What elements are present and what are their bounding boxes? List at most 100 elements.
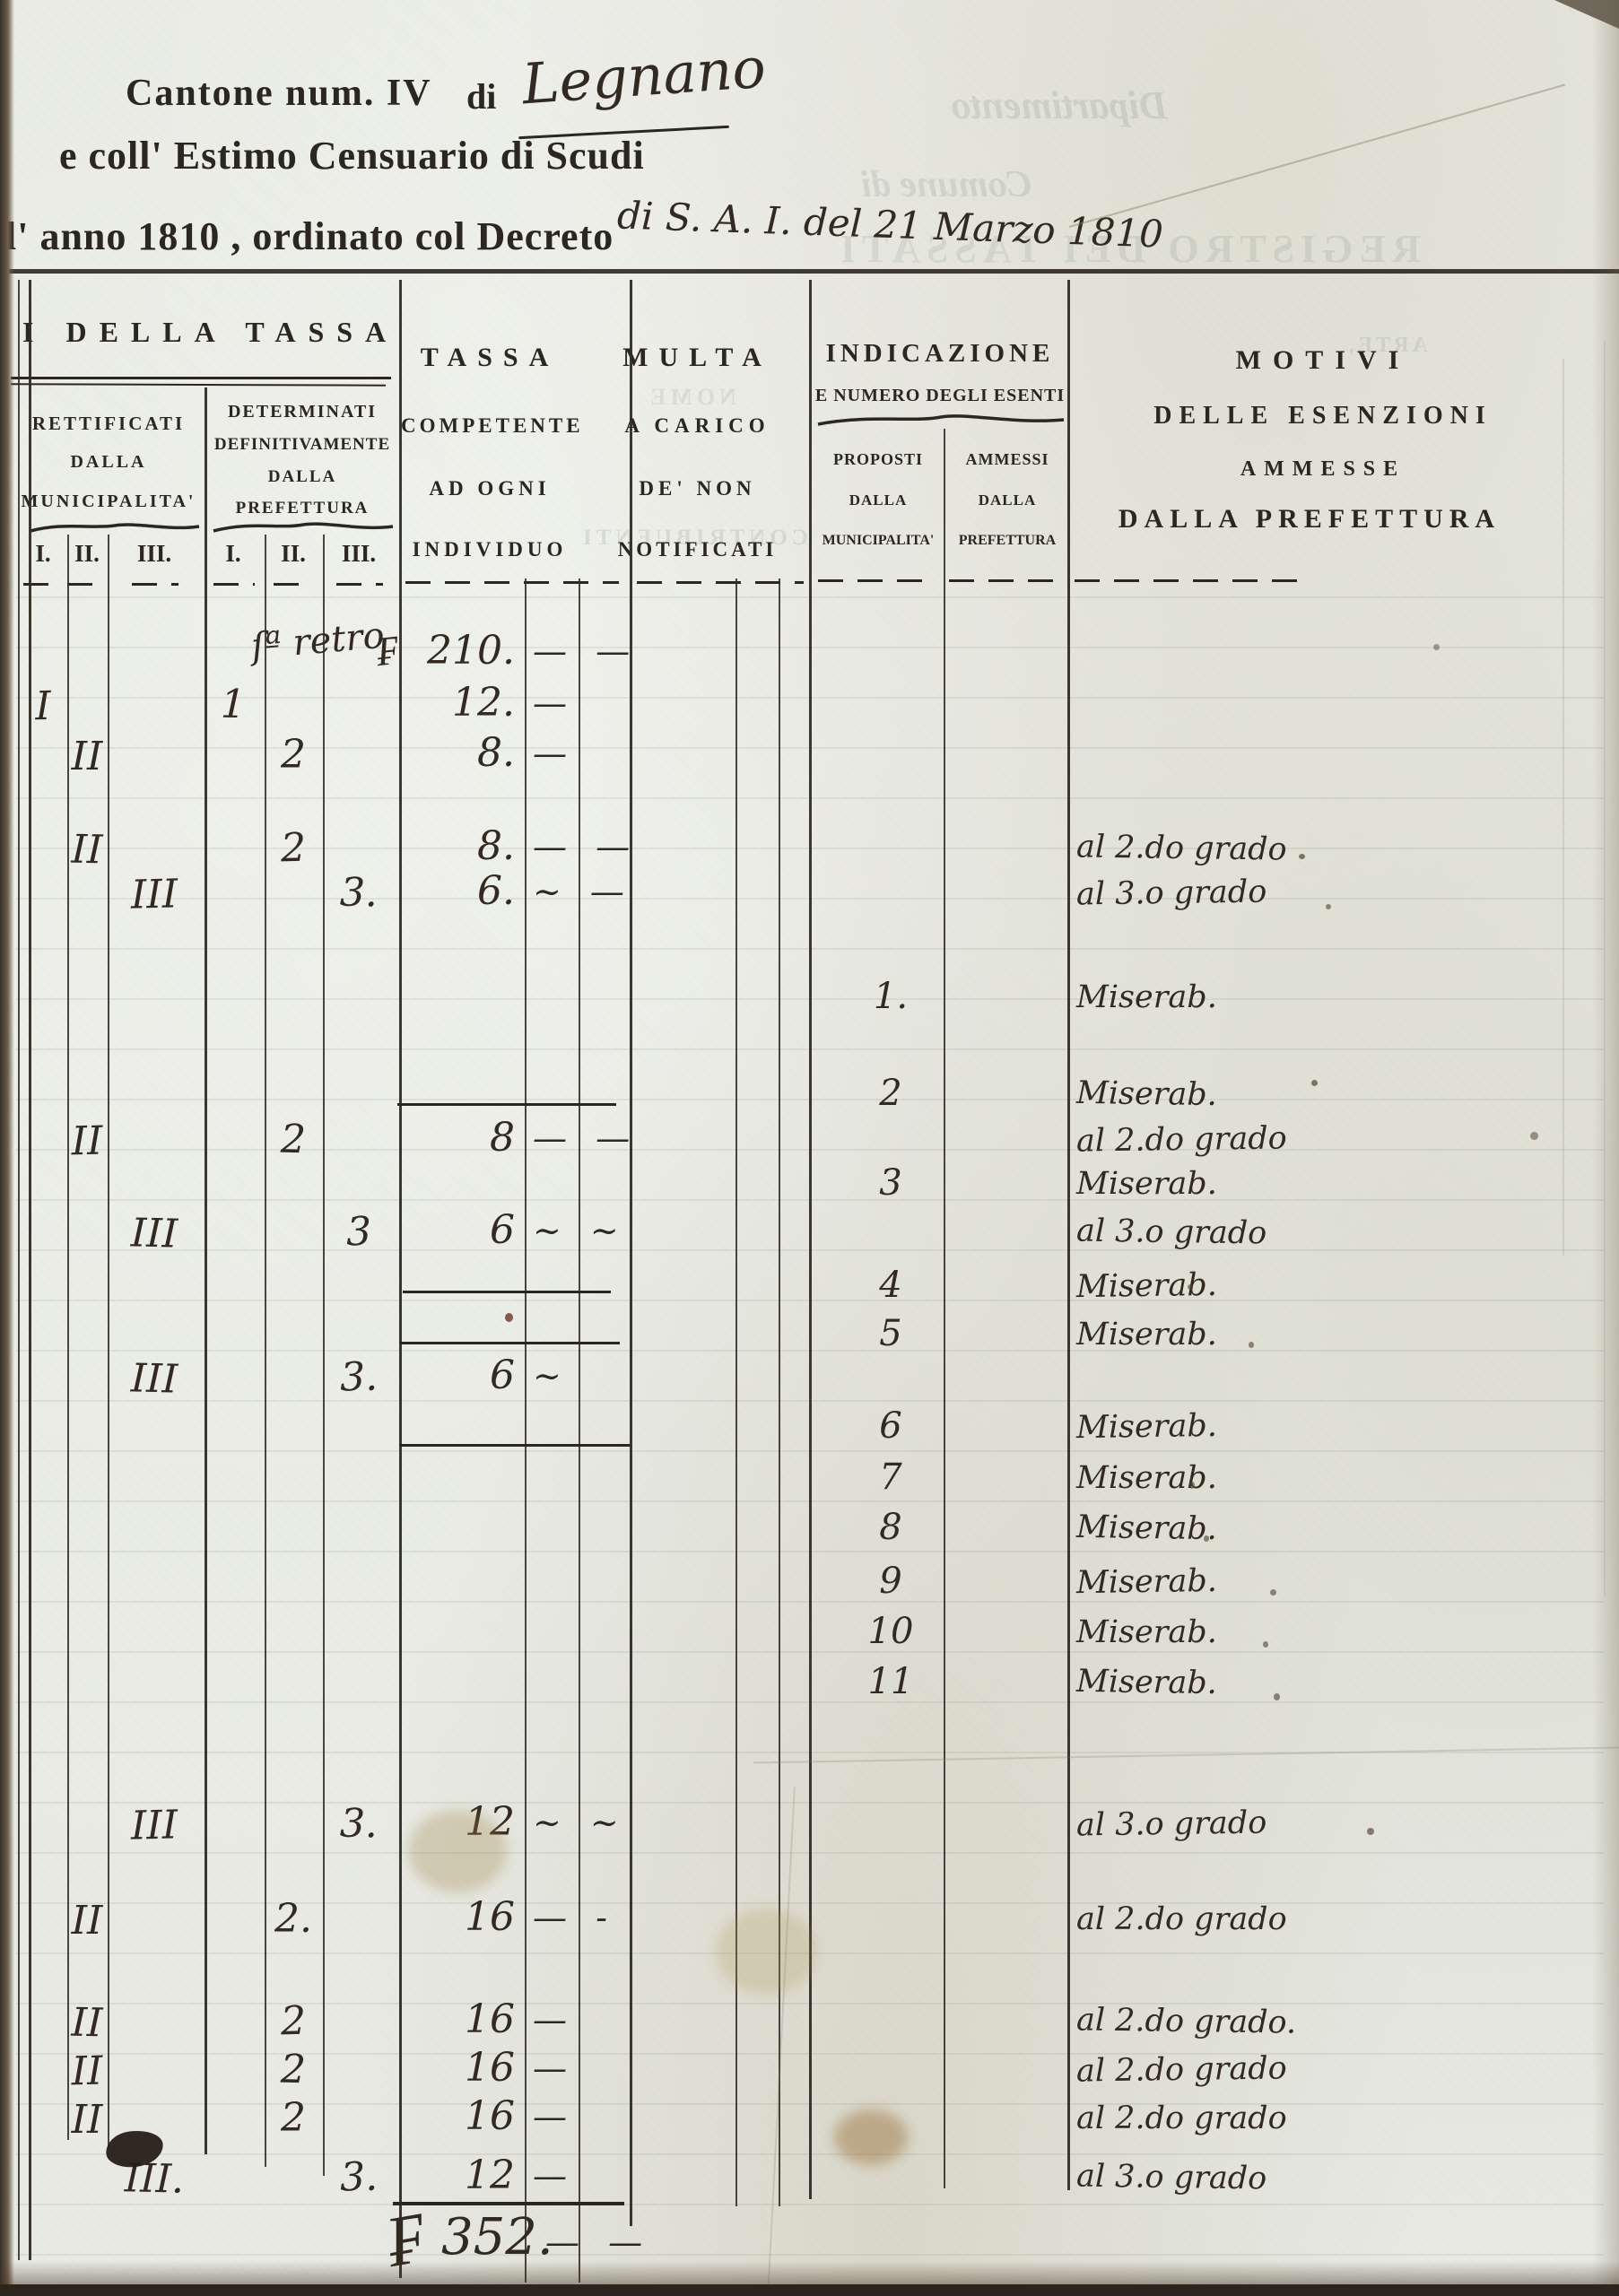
row-motivo-esenzione: al 3.o grado xyxy=(1075,1213,1267,1252)
row-dash-marks: — xyxy=(533,2156,576,2196)
table-vline xyxy=(265,535,266,2167)
bleedthrough-vline xyxy=(1604,341,1606,1596)
row-tassa-value: 16 xyxy=(465,2093,515,2139)
row-esenti-proposti: 11 xyxy=(867,1661,914,1702)
numeral-header: III. xyxy=(341,540,377,567)
top-right-corner-fold xyxy=(1554,0,1619,29)
determinati-line1: DETERMINATI xyxy=(227,402,378,422)
multa-header-line4: NOTIFICATI xyxy=(617,538,778,561)
numeral-header: II. xyxy=(74,540,100,567)
row-prefettura-class: 3. xyxy=(339,1353,379,1401)
header-brace xyxy=(30,523,200,533)
speck xyxy=(1299,854,1305,859)
row-dash-marks: ~ ~ xyxy=(533,1803,628,1842)
table-vline xyxy=(630,280,632,2226)
tassa-header-line1: TASSA xyxy=(420,343,560,372)
row-rettificati-class: II xyxy=(71,1898,103,1944)
header-dashes xyxy=(274,583,313,586)
tassa-header-line2: COMPETENTE xyxy=(401,414,584,437)
row-prefettura-class: 2 xyxy=(280,2046,307,2093)
ammessi-line1: AMMESSI xyxy=(965,450,1049,468)
table-top-rule xyxy=(9,269,1619,274)
speck xyxy=(1311,1080,1318,1086)
row-rettificati-class: II xyxy=(71,2097,103,2143)
bottom-page-edge xyxy=(0,2284,1619,2296)
table-vline xyxy=(944,429,945,2188)
row-esenti-proposti: 10 xyxy=(867,1611,914,1652)
tassa-header-line4: INDIVIDUO xyxy=(412,538,568,561)
table-vline xyxy=(525,578,527,2283)
row-dash-marks: — xyxy=(533,2000,576,2039)
row-tassa-value: 8. xyxy=(477,823,515,869)
bleedthrough-text: NOME xyxy=(646,384,736,410)
row-motivo-esenzione: Miserab. xyxy=(1076,979,1217,1015)
indicazione-title: INDICAZIONE xyxy=(825,339,1055,368)
row-motivo-esenzione: Miserab. xyxy=(1075,1407,1218,1447)
row-dash-marks: — - xyxy=(533,1898,616,1937)
table-vline xyxy=(1067,280,1070,2190)
proposti-line1: PROPOSTI xyxy=(832,450,923,468)
row-esenti-proposti: 8 xyxy=(879,1507,902,1548)
header-dashes xyxy=(949,579,1064,582)
header-brace xyxy=(817,414,1065,426)
row-dash-marks: — — xyxy=(533,827,640,866)
row-dash-marks: — xyxy=(533,2048,576,2088)
rettificati-line3: MUNICIPALITA' xyxy=(21,491,196,511)
di-label: di xyxy=(466,76,497,117)
row-tassa-value: 6. xyxy=(477,868,515,914)
row-motivo-esenzione: al 2.do grado. xyxy=(1075,2002,1297,2041)
cantone-name-handwritten: Legnano xyxy=(519,34,768,117)
table-vline xyxy=(18,280,20,2260)
row-prefettura-class: 2 xyxy=(281,2095,306,2141)
row-tick xyxy=(403,1291,611,1293)
speck xyxy=(1270,1589,1276,1596)
paper-stain xyxy=(408,1810,507,1892)
ammessi-line2: DALLA xyxy=(978,491,1037,509)
row-motivo-esenzione: al 2.do grado xyxy=(1076,1901,1287,1937)
total-value: 352. xyxy=(441,2208,553,2266)
bottom-page-shade xyxy=(0,2261,1619,2284)
row-esenti-proposti: 1. xyxy=(873,976,909,1017)
speck xyxy=(1188,1284,1193,1290)
rettificati-line2: DALLA xyxy=(70,452,147,472)
title-underline xyxy=(10,383,387,387)
speck xyxy=(1263,1641,1268,1648)
carry-currency: ₣ xyxy=(374,624,400,676)
row-rettificati-class: I xyxy=(34,683,52,730)
row-dash-marks: ~ xyxy=(533,1356,570,1396)
left-page-edge xyxy=(0,0,14,2296)
row-esenti-proposti: 3 xyxy=(879,1162,902,1204)
row-prefettura-class: 3. xyxy=(339,869,379,917)
motivi-header-line1: MOTIVI xyxy=(1235,345,1411,375)
row-tassa-value: 6 xyxy=(490,1352,515,1398)
row-dash-marks: ~ — xyxy=(533,872,633,911)
row-tassa-value: 16 xyxy=(465,2045,515,2091)
multa-header-line1: MULTA xyxy=(622,343,772,372)
speck xyxy=(1367,1828,1374,1835)
row-dash-marks: — — xyxy=(533,1118,640,1158)
row-dash-marks: — xyxy=(533,734,576,773)
row-prefettura-class: 1 xyxy=(220,681,247,728)
numeral-header: I. xyxy=(35,540,51,567)
total-dashes: — — xyxy=(545,2222,652,2262)
table-vline xyxy=(736,578,737,2206)
numeral-header: II. xyxy=(281,540,306,567)
row-rettificati-class: III xyxy=(130,1210,178,1257)
row-rettificati-class: II xyxy=(71,1999,103,2047)
row-motivo-esenzione: al 2.do grado xyxy=(1076,2100,1287,2136)
row-prefettura-class: 2 xyxy=(280,1997,307,2045)
row-dash-marks: ~ ~ xyxy=(533,1211,628,1250)
header-dashes xyxy=(1075,579,1299,582)
header-dashes xyxy=(818,579,935,582)
determinati-line4: PREFETTURA xyxy=(235,499,370,517)
row-motivo-esenzione: Miserab. xyxy=(1076,1317,1217,1352)
row-motivo-esenzione: al 3.o grado xyxy=(1075,874,1267,913)
row-esenti-proposti: 7 xyxy=(879,1457,902,1498)
speck xyxy=(1204,1535,1209,1542)
row-prefettura-class: 2 xyxy=(281,732,306,778)
table-vline xyxy=(29,280,31,2260)
table-vline xyxy=(399,280,402,2278)
row-motivo-esenzione: al 2.do grado xyxy=(1075,829,1287,868)
header-dashes xyxy=(405,581,619,584)
row-motivo-esenzione: al 3.o grado xyxy=(1075,2158,1267,2197)
